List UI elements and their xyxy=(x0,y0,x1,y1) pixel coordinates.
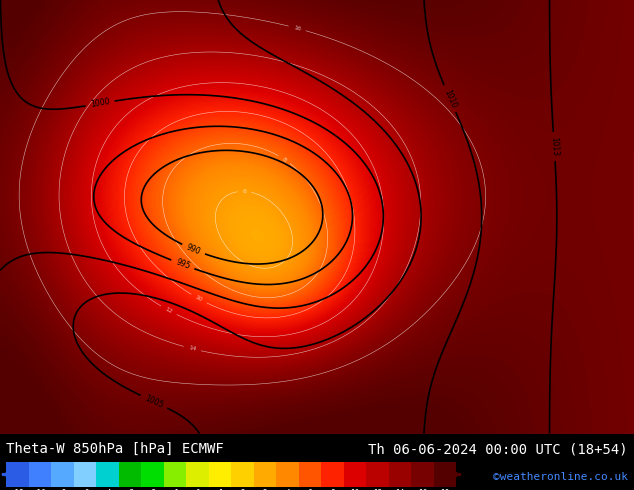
Text: Theta-W 850hPa [hPa] ECMWF: Theta-W 850hPa [hPa] ECMWF xyxy=(6,442,224,456)
Bar xyxy=(276,462,299,487)
Text: 8: 8 xyxy=(281,156,287,163)
Text: 14: 14 xyxy=(188,345,197,352)
Text: ©weatheronline.co.uk: ©weatheronline.co.uk xyxy=(493,471,628,482)
Text: Th 06-06-2024 00:00 UTC (18+54): Th 06-06-2024 00:00 UTC (18+54) xyxy=(368,442,628,456)
Bar xyxy=(254,462,276,487)
Bar xyxy=(164,462,186,487)
Bar xyxy=(6,462,29,487)
Bar xyxy=(389,462,411,487)
Bar xyxy=(411,462,434,487)
Text: 10: 10 xyxy=(194,294,204,303)
Bar xyxy=(209,462,231,487)
Text: 1005: 1005 xyxy=(143,393,165,410)
Text: 1013: 1013 xyxy=(549,137,559,156)
Bar xyxy=(51,462,74,487)
Bar xyxy=(366,462,389,487)
Bar xyxy=(186,462,209,487)
Text: 12: 12 xyxy=(164,306,174,315)
Bar xyxy=(29,462,51,487)
Bar xyxy=(231,462,254,487)
Text: 995: 995 xyxy=(174,258,191,271)
Bar xyxy=(141,462,164,487)
Text: 1000: 1000 xyxy=(90,98,110,109)
Bar xyxy=(74,462,96,487)
Text: 1010: 1010 xyxy=(442,88,458,109)
Bar xyxy=(299,462,321,487)
Bar xyxy=(434,462,456,487)
Bar xyxy=(321,462,344,487)
Bar xyxy=(344,462,366,487)
Text: 6: 6 xyxy=(242,189,247,194)
Bar xyxy=(119,462,141,487)
Text: 990: 990 xyxy=(185,243,202,256)
Text: 16: 16 xyxy=(293,25,302,32)
Bar xyxy=(96,462,119,487)
